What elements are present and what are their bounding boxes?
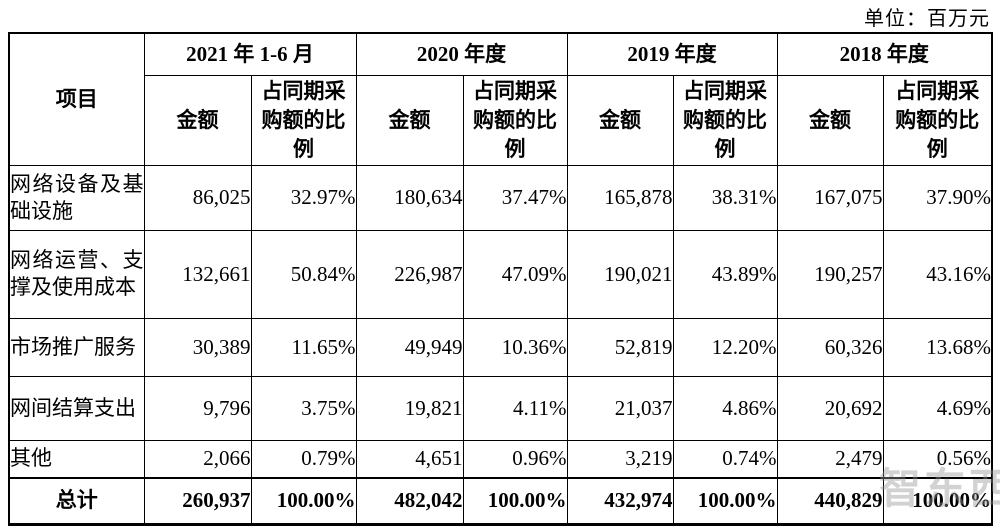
ratio-cell: 47.09% (462, 229, 568, 319)
period-header-2019: 2019 年度 (566, 32, 778, 76)
row-label-cell: 网络设备及基础设施 (8, 164, 145, 231)
ratio-cell: 3.75% (250, 375, 357, 441)
amount-cell: 4,651 (355, 439, 464, 479)
amount-cell: 132,661 (143, 229, 252, 319)
amount-cell: 86,025 (143, 164, 252, 231)
ratio-cell: 4.86% (672, 375, 778, 441)
amount-cell: 20,692 (776, 375, 884, 441)
amount-cell: 19,821 (355, 375, 464, 441)
ratio-cell: 37.47% (462, 164, 568, 231)
amount-header-2018: 金额 (776, 74, 884, 166)
ratio-header-2019: 占同期采购额的比例 (672, 74, 778, 166)
amount-cell: 180,634 (355, 164, 464, 231)
ratio-cell: 11.65% (250, 317, 357, 377)
amount-cell: 482,042 (355, 477, 464, 525)
ratio-header-2018: 占同期采购额的比例 (882, 74, 993, 166)
table-row: 其他 2,066 0.79% 4,651 0.96% 3,219 0.74% 2… (8, 439, 993, 479)
amount-header-2019: 金额 (566, 74, 674, 166)
ratio-cell: 38.31% (672, 164, 778, 231)
ratio-cell: 100.00% (250, 477, 357, 525)
amount-cell: 440,829 (776, 477, 884, 525)
amount-cell: 190,021 (566, 229, 674, 319)
ratio-cell: 100.00% (672, 477, 778, 525)
amount-cell: 3,219 (566, 439, 674, 479)
row-label-cell: 网间结算支出 (8, 375, 145, 441)
row-label-cell: 其他 (8, 439, 145, 479)
amount-cell: 30,389 (143, 317, 252, 377)
amount-cell: 260,937 (143, 477, 252, 525)
ratio-cell: 12.20% (672, 317, 778, 377)
amount-header-2021: 金额 (143, 74, 252, 166)
ratio-cell: 10.36% (462, 317, 568, 377)
amount-cell: 52,819 (566, 317, 674, 377)
row-label-cell: 市场推广服务 (8, 317, 145, 377)
period-header-2021: 2021 年 1-6 月 (143, 32, 357, 76)
amount-cell: 226,987 (355, 229, 464, 319)
ratio-header-2021: 占同期采购额的比例 (250, 74, 357, 166)
amount-cell: 60,326 (776, 317, 884, 377)
amount-cell: 432,974 (566, 477, 674, 525)
table-row: 网间结算支出 9,796 3.75% 19,821 4.11% 21,037 4… (8, 375, 993, 441)
amount-cell: 167,075 (776, 164, 884, 231)
amount-cell: 190,257 (776, 229, 884, 319)
table-row: 网络运营、支撑及使用成本 132,661 50.84% 226,987 47.0… (8, 229, 993, 319)
unit-label: 单位：百万元 (864, 8, 990, 30)
amount-cell: 2,479 (776, 439, 884, 479)
ratio-cell: 43.89% (672, 229, 778, 319)
ratio-cell: 0.96% (462, 439, 568, 479)
ratio-cell: 43.16% (882, 229, 993, 319)
ratio-header-2020: 占同期采购额的比例 (462, 74, 568, 166)
ratio-cell: 50.84% (250, 229, 357, 319)
amount-cell: 2,066 (143, 439, 252, 479)
period-header-2020: 2020 年度 (355, 32, 568, 76)
ratio-cell: 100.00% (462, 477, 568, 525)
ratio-cell: 100.00% (882, 477, 993, 525)
ratio-cell: 4.69% (882, 375, 993, 441)
amount-header-2020: 金额 (355, 74, 464, 166)
ratio-cell: 37.90% (882, 164, 993, 231)
ratio-cell: 0.74% (672, 439, 778, 479)
ratio-cell: 4.11% (462, 375, 568, 441)
total-row: 总计 260,937 100.00% 482,042 100.00% 432,9… (8, 477, 993, 525)
table-row: 市场推广服务 30,389 11.65% 49,949 10.36% 52,81… (8, 317, 993, 377)
total-label-cell: 总计 (8, 477, 145, 525)
ratio-cell: 32.97% (250, 164, 357, 231)
amount-cell: 165,878 (566, 164, 674, 231)
table-row: 网络设备及基础设施 86,025 32.97% 180,634 37.47% 1… (8, 164, 993, 231)
period-header-2018: 2018 年度 (776, 32, 993, 76)
ratio-cell: 0.79% (250, 439, 357, 479)
amount-cell: 9,796 (143, 375, 252, 441)
procurement-table: 项目 2021 年 1-6 月 2020 年度 2019 年度 2018 年度 … (8, 32, 993, 526)
amount-cell: 49,949 (355, 317, 464, 377)
amount-cell: 21,037 (566, 375, 674, 441)
item-column-header: 项目 (8, 32, 145, 166)
ratio-cell: 0.56% (882, 439, 993, 479)
ratio-cell: 13.68% (882, 317, 993, 377)
row-label-cell: 网络运营、支撑及使用成本 (8, 229, 145, 319)
